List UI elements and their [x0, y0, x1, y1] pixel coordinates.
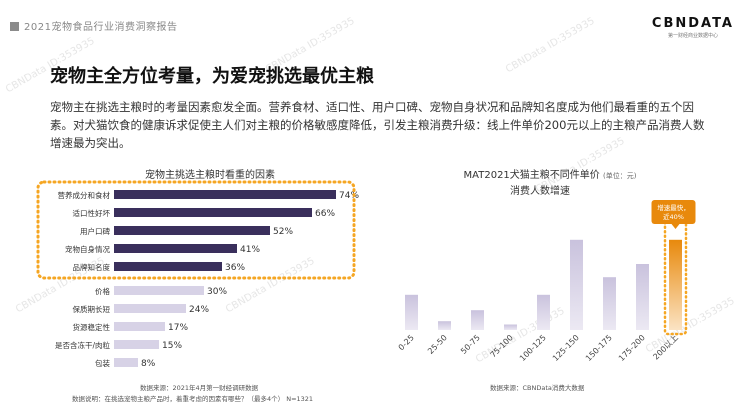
left-source: 数据来源：2021年4月第一财经调研数据 — [140, 384, 259, 392]
x-tick-label: 125-150 — [551, 333, 581, 363]
callout-box — [651, 200, 696, 224]
bar — [114, 208, 312, 217]
bar — [471, 310, 484, 330]
right-chart-title-unit: (单位：元) — [602, 172, 637, 180]
price-growth-bar-chart: 0-25 25-50 50-75 75-100 100-125 125-150 150-17… — [397, 200, 696, 363]
bar — [114, 340, 159, 349]
bar-category-label: 营养成分和食材 — [58, 190, 111, 200]
bar-value-label: 74% — [339, 191, 359, 201]
bar — [438, 321, 451, 330]
highlight-box — [663, 212, 688, 336]
x-tick-label: 100-125 — [518, 333, 548, 363]
bar — [114, 190, 336, 199]
right-chart-subtitle: 消费人数增速 — [510, 186, 570, 197]
left-note: 数据说明：在挑选宠物主粮产品时，着重考虑的因素有哪些？（最多4个） N=1321 — [72, 395, 314, 403]
x-tick-label: 200以上 — [651, 333, 679, 361]
right-chart-title: MAT2021犬猫主粮不同件单价 (单位：元) — [420, 166, 680, 181]
bar-value-label: 15% — [162, 341, 182, 351]
bar-value-label: 66% — [315, 209, 335, 219]
x-tick-label: 175-200 — [617, 333, 647, 363]
logo-text: CBNDATA — [651, 16, 734, 31]
report-title: 2021宠物食品行业消费洞察报告 — [24, 22, 178, 33]
x-tick-label: 0-25 — [397, 333, 416, 352]
bar — [669, 239, 682, 330]
callout-pointer — [671, 224, 680, 229]
bar-category-label: 货源稳定性 — [73, 322, 111, 332]
bar — [504, 324, 517, 330]
x-tick-label: 50-75 — [459, 333, 482, 356]
bar — [636, 264, 649, 330]
bar-category-label: 宠物自身情况 — [65, 244, 110, 254]
bar — [114, 226, 270, 235]
bar-category-label: 品牌知名度 — [73, 262, 111, 272]
bar — [114, 262, 222, 271]
cbndata-logo: CBNDATA 第一财经商业数据中心 — [652, 16, 734, 39]
slide-summary: 宠物主在挑选主粮时的考量因素愈发全面。营养食材、适口性、用户口碑、宠物自身状况和… — [50, 100, 705, 150]
bar — [537, 294, 550, 330]
bar-value-label: 52% — [273, 227, 293, 237]
bar-category-label: 价格 — [95, 286, 110, 296]
bar — [603, 277, 616, 330]
bar — [114, 244, 237, 253]
x-tick-label: 150-175 — [584, 333, 614, 363]
slide-title: 宠物主全方位考量，为爱宠挑选最优主粮 — [50, 66, 374, 87]
left-chart-title: 宠物主挑选主粮时看重的因素 — [145, 170, 275, 181]
bar-value-label: 30% — [207, 287, 227, 297]
callout-text: 增速最快， — [657, 203, 690, 212]
bar-category-label: 适口性好坏 — [73, 208, 111, 218]
bar-value-label: 17% — [168, 323, 188, 333]
bar-category-label: 包装 — [95, 358, 110, 368]
x-tick-label: 25-50 — [426, 333, 449, 356]
bar-category-label: 保质期长短 — [73, 304, 111, 314]
bar — [114, 322, 165, 331]
bar — [405, 294, 418, 330]
right-chart-title-main: MAT2021犬猫主粮不同件单价 — [463, 170, 600, 181]
highlight-box — [36, 180, 356, 280]
bar-value-label: 8% — [141, 359, 156, 369]
header-marker — [10, 22, 19, 31]
bar — [114, 304, 186, 313]
bar-value-label: 41% — [240, 245, 260, 255]
bar-category-label: 是否含冻干/肉粒 — [55, 340, 111, 350]
bar — [570, 239, 583, 330]
logo-subtext: 第一财经商业数据中心 — [667, 33, 718, 39]
bar-value-label: 24% — [189, 305, 209, 315]
right-source: 数据来源：CBNData消费大数据 — [490, 384, 585, 392]
x-tick-label: 75-100 — [489, 333, 515, 359]
watermark: CBNData ID:353935 — [503, 15, 597, 76]
callout-text: 近40% — [663, 212, 684, 221]
bar-category-label: 用户口碑 — [80, 226, 110, 236]
factor-bar-chart: 营养成分和食材 74% 适口性好坏 66% 用户口碑 52% 宠物自身情况 41% 品牌知名度 3… — [36, 180, 359, 369]
bar — [114, 286, 204, 295]
bar — [114, 358, 138, 367]
bar-value-label: 36% — [225, 263, 245, 273]
